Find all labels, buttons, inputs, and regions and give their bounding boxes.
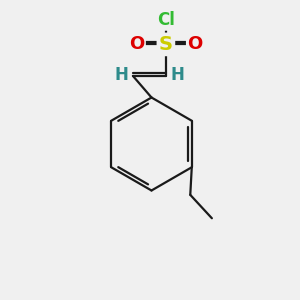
Text: Cl: Cl xyxy=(157,11,175,29)
Text: O: O xyxy=(188,35,202,53)
Text: H: H xyxy=(115,66,128,84)
Text: S: S xyxy=(159,35,173,54)
Text: O: O xyxy=(129,35,144,53)
Text: H: H xyxy=(170,66,184,84)
